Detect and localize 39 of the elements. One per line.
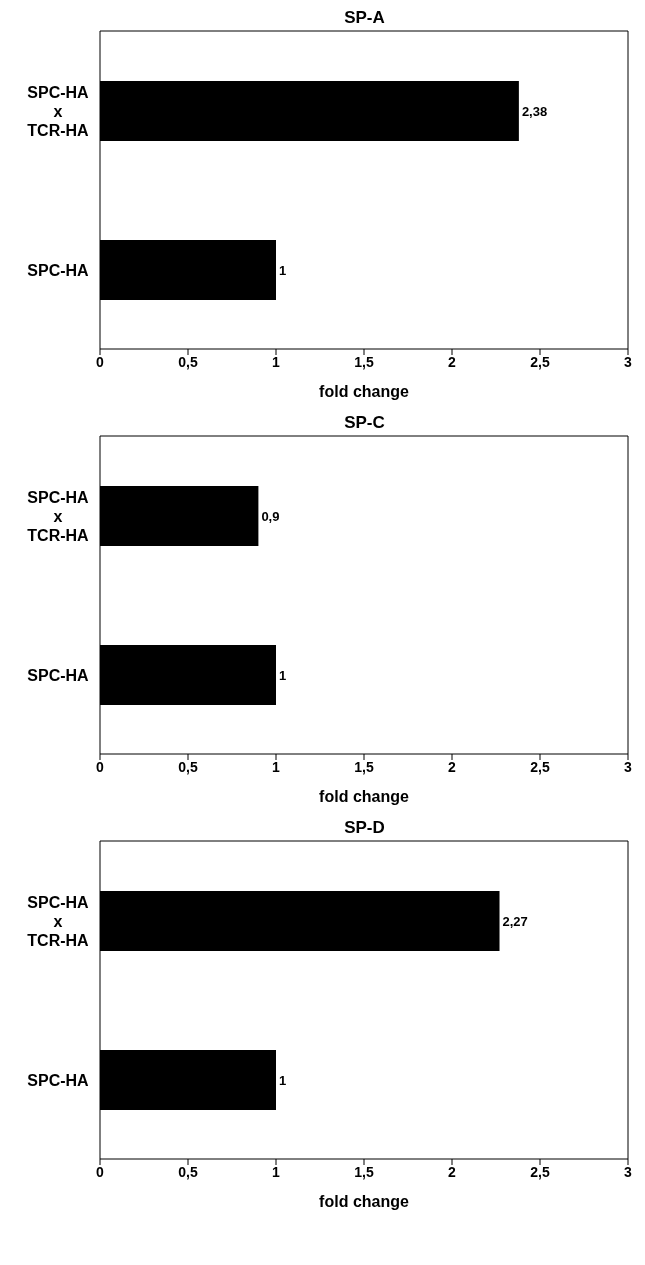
x-axis-title: fold change <box>319 1193 409 1210</box>
data-label: 1 <box>279 262 287 278</box>
data-label: 1 <box>279 667 287 683</box>
y-tick-label: SPC-HA <box>27 666 90 683</box>
x-axis-title: fold change <box>319 383 409 400</box>
x-tick-label: 0 <box>96 758 105 775</box>
y-tick-label: SPC-HA x TCR-HA <box>27 893 90 948</box>
x-tick-label: 3 <box>624 353 633 370</box>
x-tick-label: 2,5 <box>530 353 550 370</box>
x-tick-label: 2 <box>448 353 457 370</box>
x-tick-label: 2 <box>448 1163 457 1180</box>
x-tick-label: 0,5 <box>178 758 198 775</box>
x-tick-label: 0,5 <box>178 1163 198 1180</box>
x-tick-label: 0 <box>96 1163 105 1180</box>
x-tick-label: 2,5 <box>530 1163 550 1180</box>
x-tick-label: 3 <box>624 1163 633 1180</box>
x-tick-label: 3 <box>624 758 633 775</box>
data-label: 0,9 <box>261 508 280 524</box>
data-label: 2,38 <box>521 103 548 119</box>
y-tick-label: SPC-HA <box>27 261 90 278</box>
x-tick-label: 2,5 <box>530 758 550 775</box>
y-tick-label: SPC-HA x TCR-HA <box>27 488 90 543</box>
x-tick-label: 1,5 <box>354 1163 374 1180</box>
chart-title: SP-D <box>343 818 386 839</box>
y-tick-label: SPC-HA x TCR-HA <box>27 83 90 138</box>
data-label: 2,27 <box>502 913 528 929</box>
x-tick-label: 2 <box>448 758 457 775</box>
x-tick-label: 0 <box>96 353 105 370</box>
chart-title: SP-A <box>343 8 386 29</box>
x-tick-label: 1 <box>272 353 281 370</box>
x-tick-label: 1 <box>272 758 281 775</box>
y-tick-label: SPC-HA <box>27 1071 90 1088</box>
x-tick-label: 0,5 <box>178 353 198 370</box>
chart-title: SP-C <box>343 413 386 434</box>
data-label: 1 <box>279 1072 287 1088</box>
x-tick-label: 1,5 <box>354 758 374 775</box>
x-axis-title: fold change <box>319 788 409 805</box>
x-tick-label: 1 <box>272 1163 281 1180</box>
x-tick-label: 1,5 <box>354 353 374 370</box>
